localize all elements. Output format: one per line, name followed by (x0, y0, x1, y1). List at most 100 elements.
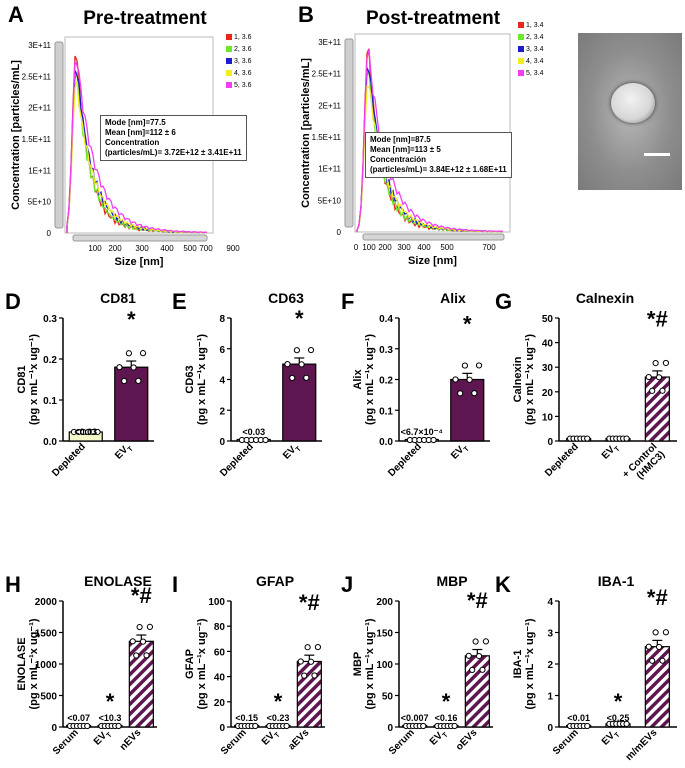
significance-marker: * (274, 689, 283, 714)
data-point (284, 361, 291, 368)
data-point (84, 722, 91, 730)
y-axis-unit: (pg x mL⁻¹x ug⁻¹) (524, 618, 536, 709)
data-point (298, 361, 305, 368)
data-point (297, 658, 304, 665)
y-axis-label: IBA-1 (512, 650, 524, 679)
subscript: T (274, 731, 282, 739)
data-point (262, 436, 269, 444)
panel-title: CD81 (100, 290, 136, 306)
y-axis-label: Concentration [particles/mL] (300, 58, 312, 208)
legend-swatch-red (226, 34, 232, 41)
nta-pre-conc-value: (particles/mL)= 3.72E+12 ± 3.41E+11 (105, 148, 242, 157)
legend-swatch-magenta (518, 70, 524, 77)
y-axis-unit: (pg x mL⁻¹x ug⁻¹) (364, 334, 376, 425)
y-axis-unit: (pg x mL⁻¹x ug⁻¹) (524, 334, 536, 425)
data-point (655, 374, 663, 381)
x-tick-label: 700 (482, 243, 496, 252)
x-tick-label: 300 (397, 243, 411, 252)
y-axis-unit: (pg x mL⁻¹x ug⁻¹) (196, 334, 208, 425)
data-point (293, 347, 300, 354)
x-tick-label: aEVs (286, 727, 311, 752)
x-tick-label: 500 (183, 244, 197, 253)
y-tick-label: 2 (547, 660, 553, 671)
legend-swatch-green (518, 34, 524, 41)
data-point (451, 722, 458, 730)
x-tick-label: EVT (92, 727, 114, 749)
subscript: T (106, 731, 114, 739)
panel-letter: J (341, 572, 353, 597)
detection-limit-label: <0.07 (67, 713, 90, 723)
y-tick-label: 0.3 (379, 345, 393, 356)
detection-limit-label: <0.01 (567, 713, 590, 723)
y-axis-label: Concentration [particles/mL] (10, 60, 22, 210)
data-point (133, 652, 140, 659)
panel-title: MBP (436, 573, 467, 589)
y-tick-label: 1E+11 (318, 165, 341, 174)
legend-label: 4, 3.4 (526, 58, 544, 65)
y-tick-label: 0.2 (379, 376, 393, 387)
data-point (659, 657, 666, 664)
panel-letter: H (5, 572, 21, 597)
x-tick-label: 100 (88, 244, 102, 253)
x-tick-label: 500 (440, 243, 454, 252)
bar (644, 376, 670, 442)
nta-pre-mode: Mode [nm]=77.5 (105, 118, 166, 127)
data-point (115, 722, 122, 730)
x-tick-label: EVT (113, 441, 135, 463)
data-point (662, 629, 670, 636)
nta-post-mode: Mode [nm]=87.5 (370, 135, 431, 144)
y-tick-label: 500 (40, 692, 57, 703)
y-axis-label: Calnexin (512, 356, 524, 402)
legend-label: 5, 3.6 (234, 82, 252, 89)
data-point (121, 377, 128, 385)
panel-letter: E (172, 289, 187, 314)
y-tick-label: 0.4 (379, 314, 393, 325)
data-point (475, 362, 483, 369)
x-axis-label: Size [nm] (408, 255, 457, 267)
data-point (252, 722, 259, 730)
detection-limit-label: <0.25 (607, 713, 630, 723)
y-tick-label: 0 (547, 723, 553, 734)
legend-label: 5, 3.4 (526, 70, 544, 77)
x-tick-label: Serum (551, 727, 581, 757)
legend-label: 3, 3.6 (234, 58, 252, 65)
y-tick-label: 5E+10 (28, 198, 52, 207)
detection-limit-label: <0.03 (242, 427, 265, 437)
panel-title: ENOLASE (84, 573, 152, 589)
scrollbar-horizontal (72, 234, 208, 242)
panel-title: Post-treatment (366, 8, 501, 29)
data-point (452, 376, 459, 383)
y-tick-label: 2E+11 (28, 104, 51, 113)
data-point (139, 638, 147, 645)
legend-label: 4, 3.6 (234, 70, 252, 77)
data-point (307, 658, 315, 665)
significance-marker: *# (131, 583, 152, 608)
data-point (623, 720, 630, 727)
data-point (659, 387, 666, 394)
y-tick-label: 3 (547, 629, 553, 640)
y-tick-label: 8 (219, 314, 225, 325)
significance-marker: * (295, 306, 304, 331)
panel-letter: I (172, 572, 178, 597)
panel-letter: F (341, 289, 354, 314)
y-tick-label: 3E+11 (28, 41, 51, 50)
data-point (649, 387, 656, 394)
data-point (301, 672, 308, 679)
x-tick-line: m/mEVs (624, 727, 660, 763)
legend-label: 1, 3.6 (234, 34, 252, 41)
data-point (645, 643, 652, 650)
y-tick-label: 0.1 (379, 406, 393, 417)
detection-limit-label: <6.7×10⁻⁴ (401, 427, 443, 437)
y-axis-label: CD81 (16, 365, 28, 393)
x-tick-label: 700 (199, 244, 213, 253)
x-tick-label: EVT (260, 727, 282, 749)
y-tick-label: 1500 (35, 629, 58, 640)
subscript: T (614, 731, 622, 739)
x-tick-label: EVT (428, 727, 450, 749)
y-tick-label: 20 (214, 698, 226, 709)
scale-bar (644, 153, 670, 156)
y-tick-label: 40 (542, 339, 554, 350)
y-tick-label: 1 (547, 692, 553, 703)
data-point (461, 362, 468, 369)
data-point (307, 346, 315, 354)
